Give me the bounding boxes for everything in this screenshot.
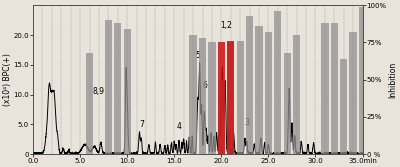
- Bar: [227, 42, 234, 154]
- Bar: [265, 32, 272, 154]
- Bar: [114, 23, 122, 154]
- Bar: [86, 53, 93, 154]
- Bar: [274, 11, 282, 154]
- Bar: [190, 35, 197, 154]
- Bar: [218, 80, 225, 154]
- Bar: [227, 41, 234, 154]
- Bar: [105, 20, 112, 154]
- Text: 5: 5: [195, 51, 200, 60]
- Bar: [340, 59, 347, 154]
- Bar: [218, 42, 225, 154]
- Text: 3: 3: [244, 118, 249, 127]
- Text: 8,9: 8,9: [93, 87, 105, 96]
- Text: 4: 4: [176, 122, 182, 131]
- Bar: [359, 7, 366, 154]
- Bar: [293, 35, 300, 154]
- Bar: [246, 16, 253, 154]
- Y-axis label: (x10⁴) BPC(+): (x10⁴) BPC(+): [3, 53, 12, 106]
- Bar: [236, 41, 244, 154]
- Bar: [284, 53, 291, 154]
- Y-axis label: Inhibition: Inhibition: [388, 62, 397, 98]
- Bar: [199, 38, 206, 154]
- Text: 6: 6: [203, 81, 208, 90]
- Text: 1,2: 1,2: [220, 21, 232, 30]
- Bar: [321, 23, 328, 154]
- Bar: [208, 42, 216, 154]
- Bar: [350, 32, 357, 154]
- Bar: [255, 26, 263, 154]
- Text: 7: 7: [139, 120, 144, 129]
- Bar: [124, 29, 131, 154]
- Bar: [331, 23, 338, 154]
